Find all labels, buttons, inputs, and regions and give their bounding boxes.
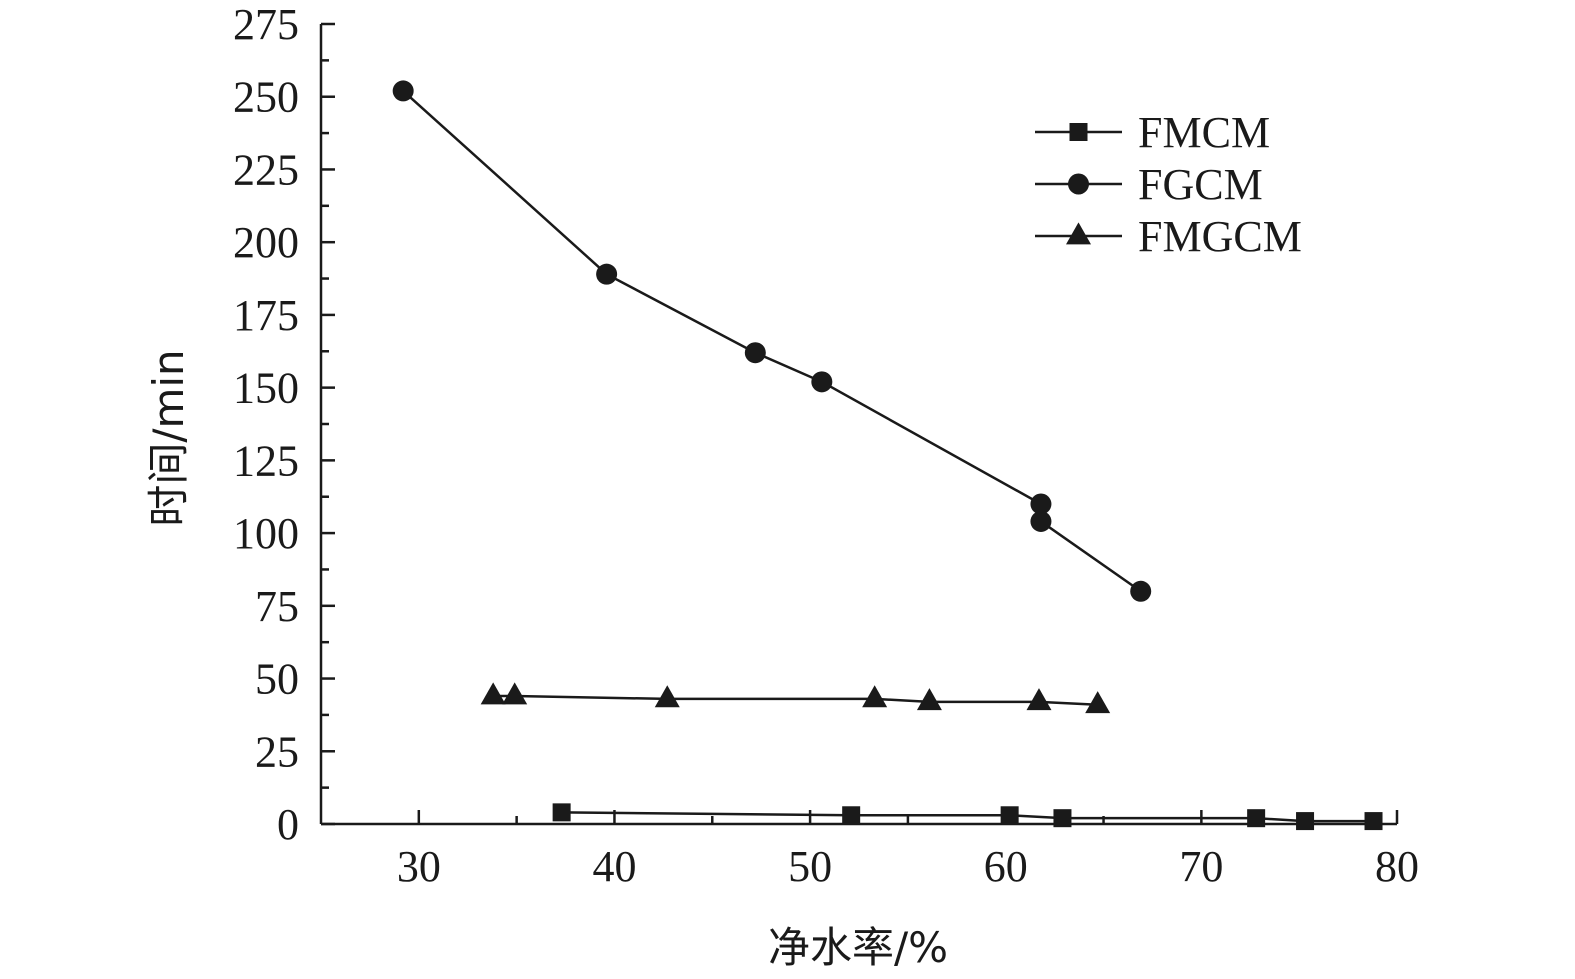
series-fgcm — [392, 80, 1152, 602]
y-tick-label: 100 — [233, 509, 299, 558]
y-tick-label: 75 — [255, 582, 299, 631]
y-tick-label: 125 — [233, 436, 299, 485]
y-tick-label: 0 — [277, 800, 299, 849]
data-point-triangle — [862, 685, 888, 708]
y-tick-label: 200 — [233, 218, 299, 267]
data-point-triangle — [502, 682, 528, 705]
y-tick-label: 275 — [233, 0, 299, 49]
x-tick-label: 50 — [788, 842, 832, 891]
x-tick-label: 60 — [984, 842, 1028, 891]
legend-item: FMGCM — [1035, 212, 1302, 261]
y-tick-label: 250 — [233, 73, 299, 122]
y-tick-label: 225 — [233, 145, 299, 194]
x-tick-label: 40 — [592, 842, 636, 891]
series-layer — [392, 80, 1383, 831]
legend-label: FMCM — [1138, 108, 1270, 157]
data-point-square — [1364, 812, 1383, 831]
data-point-square — [842, 806, 861, 825]
data-point-circle — [1030, 510, 1052, 532]
series-line — [402, 89, 1142, 593]
legend-marker-circle — [1068, 173, 1089, 195]
data-point-triangle — [1085, 691, 1111, 714]
x-tick-label: 30 — [397, 842, 441, 891]
series-fmgcm — [480, 682, 1111, 714]
data-point-square — [1053, 809, 1072, 828]
data-point-circle — [596, 263, 618, 285]
legend-label: FGCM — [1138, 160, 1263, 209]
y-tick-label: 150 — [233, 364, 299, 413]
data-point-square — [552, 803, 571, 822]
series-line — [493, 694, 1098, 706]
y-axis-title: 时间/min — [144, 349, 193, 526]
data-point-square — [1296, 812, 1315, 831]
legend-marker-square — [1069, 123, 1088, 141]
data-point-square — [1000, 806, 1019, 825]
data-point-triangle — [1026, 688, 1052, 711]
axes: 0 25 50 75 100 125 150 175 200 225 250 275 30 40 50 60 7… — [233, 0, 1419, 891]
data-point-circle — [1030, 493, 1052, 515]
y-tick-label: 25 — [255, 727, 299, 776]
legend-label: FMGCM — [1138, 212, 1302, 261]
data-point-circle — [744, 342, 766, 364]
x-tick-label: 70 — [1179, 842, 1223, 891]
legend-item: FMCM — [1035, 108, 1270, 157]
series-fmcm — [552, 803, 1383, 831]
data-point-triangle — [654, 685, 680, 708]
x-tick-label: 80 — [1375, 842, 1419, 891]
y-tick-label: 175 — [233, 291, 299, 340]
data-point-triangle — [480, 682, 506, 705]
legend-marker-triangle — [1066, 222, 1091, 245]
data-point-circle — [1130, 580, 1152, 602]
y-tick-label: 50 — [255, 655, 299, 704]
legend-item: FGCM — [1035, 160, 1263, 209]
data-point-square — [1247, 809, 1266, 828]
data-point-circle — [392, 80, 414, 102]
data-point-triangle — [916, 688, 942, 711]
data-point-circle — [811, 371, 833, 393]
x-axis-title: 净水率/% — [768, 923, 948, 972]
